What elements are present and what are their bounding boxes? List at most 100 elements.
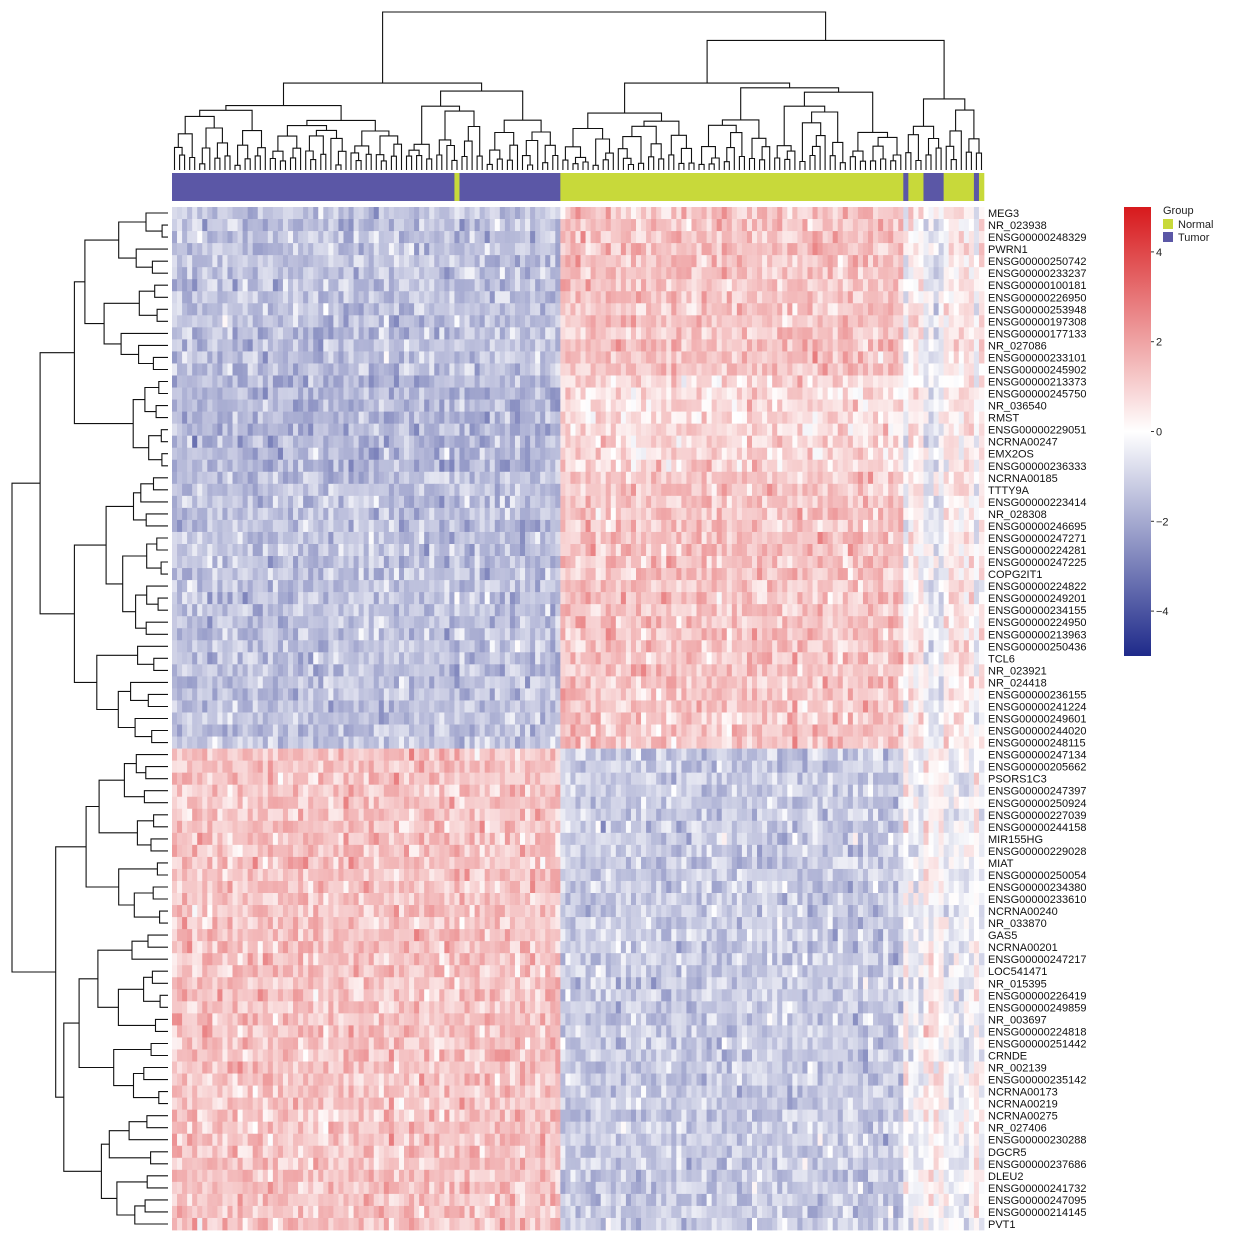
- heatmap-cell: [827, 291, 834, 304]
- heatmap-cell: [373, 556, 380, 569]
- heatmap-cell: [973, 339, 980, 352]
- heatmap-cell: [414, 399, 420, 412]
- heatmap-cell: [479, 483, 486, 497]
- heatmap-cell: [691, 531, 697, 545]
- heatmap-cell: [520, 231, 526, 244]
- heatmap-cell: [636, 483, 642, 497]
- heatmap-cell: [757, 375, 763, 388]
- heatmap-cell: [520, 207, 526, 220]
- heatmap-cell: [752, 219, 758, 232]
- heatmap-cell: [343, 495, 349, 509]
- heatmap-cell: [177, 279, 183, 292]
- heatmap-cell: [293, 399, 299, 412]
- heatmap-cell: [454, 315, 460, 328]
- heatmap-cell: [600, 483, 607, 497]
- heatmap-cell: [630, 483, 637, 497]
- heatmap-cell: [958, 351, 965, 364]
- heatmap-cell: [666, 327, 672, 340]
- heatmap-cell: [363, 243, 370, 256]
- heatmap-cell: [434, 531, 440, 545]
- heatmap-cell: [338, 556, 344, 569]
- dendrogram-branch: [156, 308, 168, 322]
- heatmap-cell: [615, 435, 622, 449]
- heatmap-cell: [958, 471, 965, 485]
- heatmap-cell: [227, 255, 233, 268]
- heatmap-cell: [868, 447, 874, 461]
- heatmap-cell: [202, 291, 208, 304]
- heatmap-cell: [398, 363, 405, 376]
- heatmap-cell: [207, 543, 213, 557]
- heatmap-cell: [207, 279, 213, 292]
- heatmap-cell: [227, 375, 233, 388]
- heatmap-cell: [398, 315, 405, 328]
- heatmap-cell: [681, 327, 687, 340]
- heatmap-cell: [585, 423, 592, 437]
- heatmap-cell: [620, 387, 627, 400]
- heatmap-cell: [686, 507, 692, 521]
- heatmap-cell: [610, 507, 617, 521]
- heatmap-cell: [424, 556, 430, 569]
- dendrogram-branch: [509, 144, 519, 170]
- heatmap-cell: [409, 399, 415, 412]
- heatmap-cell: [585, 375, 592, 388]
- heatmap-cell: [792, 495, 798, 509]
- heatmap-cell: [842, 399, 849, 412]
- heatmap-cell: [862, 435, 869, 449]
- heatmap-cell: [857, 279, 864, 292]
- heatmap-cell: [288, 375, 294, 388]
- heatmap-cell: [333, 207, 339, 220]
- heatmap-cell: [509, 315, 516, 328]
- heatmap-cell: [868, 267, 874, 280]
- heatmap-cell: [676, 255, 682, 268]
- heatmap-cell: [414, 219, 420, 232]
- heatmap-cell: [479, 447, 486, 461]
- heatmap-cell: [767, 531, 773, 545]
- heatmap-cell: [247, 207, 254, 220]
- heatmap-cell: [439, 447, 445, 461]
- heatmap-cell: [540, 231, 546, 244]
- heatmap-cell: [288, 351, 294, 364]
- heatmap-cell: [873, 231, 879, 244]
- heatmap-cell: [404, 243, 410, 256]
- heatmap-cell: [393, 399, 400, 412]
- heatmap-cell: [666, 387, 672, 400]
- heatmap-cell: [474, 447, 481, 461]
- heatmap-cell: [857, 435, 864, 449]
- heatmap-cell: [812, 339, 818, 352]
- heatmap-cell: [489, 327, 496, 340]
- heatmap-cell: [348, 255, 354, 268]
- heatmap-cell: [494, 483, 501, 497]
- heatmap-cell: [192, 351, 198, 364]
- heatmap-cell: [398, 327, 405, 340]
- heatmap-cell: [600, 231, 607, 244]
- heatmap-cell: [222, 351, 228, 364]
- heatmap-cell: [595, 351, 602, 364]
- heatmap-cell: [792, 447, 798, 461]
- heatmap-cell: [535, 363, 541, 376]
- dendrogram-branch: [292, 147, 302, 170]
- heatmap-cell: [525, 399, 531, 412]
- heatmap-cell: [373, 303, 380, 316]
- heatmap-cell: [242, 435, 249, 449]
- heatmap-cell: [731, 447, 738, 461]
- heatmap-cell: [555, 219, 561, 232]
- dendrogram-branch: [658, 158, 665, 170]
- heatmap-cell: [691, 435, 697, 449]
- heatmap-cell: [777, 411, 783, 425]
- heatmap-cell: [373, 435, 380, 449]
- heatmap-cell: [550, 375, 556, 388]
- heatmap-cell: [928, 447, 934, 461]
- heatmap-cell: [827, 507, 834, 521]
- heatmap-cell: [933, 543, 940, 557]
- heatmap-cell: [499, 435, 506, 449]
- heatmap-cell: [590, 375, 597, 388]
- heatmap-cell: [499, 423, 506, 437]
- dendrogram-branch: [405, 155, 413, 170]
- heatmap-cell: [777, 531, 783, 545]
- heatmap-cell: [469, 459, 476, 473]
- heatmap-cell: [736, 279, 743, 292]
- heatmap-cell: [353, 231, 360, 244]
- heatmap-cell: [288, 411, 294, 425]
- heatmap-cell: [479, 315, 486, 328]
- heatmap-cell: [741, 339, 748, 352]
